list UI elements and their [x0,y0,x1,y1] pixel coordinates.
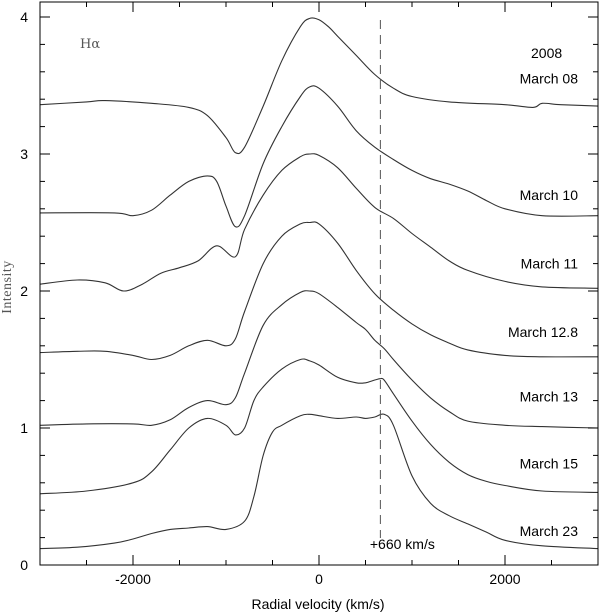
y-axis-title: Intensity [0,260,15,314]
y-tick-label: 0 [20,557,28,573]
spectra-curves [39,17,599,550]
spectrum-curve-march-11 [39,153,599,292]
y-tick-label: 2 [20,283,28,299]
spectrum-curve-march-15 [39,358,599,495]
y-tick-label: 3 [20,146,28,162]
spectrum-curve-march-08 [39,17,599,155]
series-label: March 12.8 [508,324,578,340]
series-label: March 10 [520,187,579,203]
series-labels: March 08 March 10 March 11 March 12.8 March … [508,71,578,539]
x-axis-ticks: -2000 0 2000 [86,2,552,587]
y-tick-label: 4 [20,9,28,25]
series-label: March 11 [521,256,579,272]
series-label: March 08 [520,71,579,87]
spectrum-curve-march-23 [39,413,599,550]
spectrum-curve-march-12-8 [39,221,599,361]
x-tick-label: -2000 [115,571,151,587]
year-label: 2008 [531,45,562,61]
x-tick-label: 0 [315,571,323,587]
y-axis-ticks: 0 1 2 3 4 [20,9,598,573]
marker-line-label: +660 km/s [370,536,435,552]
series-label: March 13 [520,388,579,404]
spectrum-curve-march-13 [39,290,599,429]
line-label: Hα [80,37,100,52]
series-label: March 23 [520,523,579,539]
spectrum-curve-march-10 [39,85,599,228]
series-label: March 15 [520,456,579,472]
x-tick-label: 2000 [489,571,520,587]
y-tick-label: 1 [20,420,28,436]
x-axis-title: Radial velocity (km/s) [251,596,384,612]
